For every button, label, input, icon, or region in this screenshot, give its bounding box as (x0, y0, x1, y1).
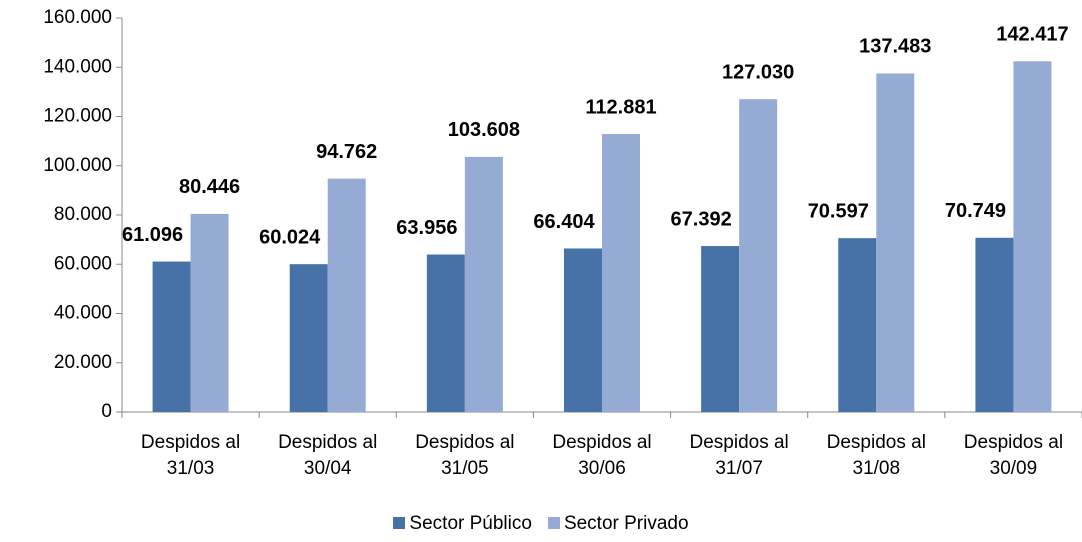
x-tick-label: Despidos al 30/09 (963, 432, 1064, 479)
bar (975, 237, 1014, 412)
value-label: 80.446 (179, 176, 240, 198)
bar (602, 134, 640, 413)
bar (701, 246, 740, 412)
x-tick-label: Despidos al 30/06 (552, 432, 652, 479)
bar (464, 156, 503, 412)
bar (876, 73, 915, 412)
legend-item: Sector Público (393, 513, 532, 535)
y-tick-label: 20.000 (54, 352, 112, 373)
value-label: 70.597 (808, 200, 869, 222)
bar (739, 99, 778, 412)
bar (838, 238, 877, 412)
bar (426, 254, 465, 412)
value-label: 70.749 (945, 200, 1006, 222)
value-label: 66.404 (533, 211, 595, 233)
legend-swatch (547, 517, 560, 529)
bar (327, 178, 366, 412)
bar (1013, 61, 1052, 413)
legend-swatch (393, 517, 406, 529)
bar (289, 264, 328, 412)
legend-label: Sector Privado (563, 513, 689, 534)
bar (190, 213, 229, 412)
y-tick-label: 140.000 (43, 56, 112, 77)
value-label: 67.392 (671, 208, 732, 230)
value-label: 127.030 (722, 61, 794, 83)
y-tick-label: 0 (101, 401, 112, 422)
value-label: 112.881 (585, 96, 656, 118)
x-tick-label: Despidos al 31/03 (140, 432, 241, 479)
y-tick-label: 40.000 (54, 303, 112, 324)
value-label: 63.956 (396, 217, 457, 239)
value-label: 103.608 (448, 119, 520, 141)
legend-item: Sector Privado (547, 513, 689, 535)
x-tick-label: Despidos al 30/04 (278, 432, 378, 479)
bar (564, 248, 602, 412)
value-label: 60.024 (259, 226, 321, 248)
value-label: 94.762 (316, 141, 377, 163)
value-label: 61.096 (122, 224, 183, 246)
y-tick-label: 120.000 (43, 106, 112, 127)
y-tick-label: 80.000 (54, 204, 112, 225)
y-tick-label: 100.000 (43, 155, 112, 176)
value-label: 142.417 (996, 24, 1068, 46)
x-tick-label: Despidos al 31/07 (689, 432, 789, 479)
x-tick-label: Despidos al 31/08 (826, 432, 926, 479)
legend-label: Sector Público (409, 513, 532, 534)
bar (152, 261, 191, 412)
y-tick-label: 160.000 (43, 7, 112, 28)
y-tick-label: 60.000 (54, 253, 112, 274)
legend: Sector Público Sector Privado (0, 513, 1082, 535)
value-label: 137.483 (859, 36, 931, 58)
x-tick-label: Despidos al 31/05 (415, 432, 515, 479)
